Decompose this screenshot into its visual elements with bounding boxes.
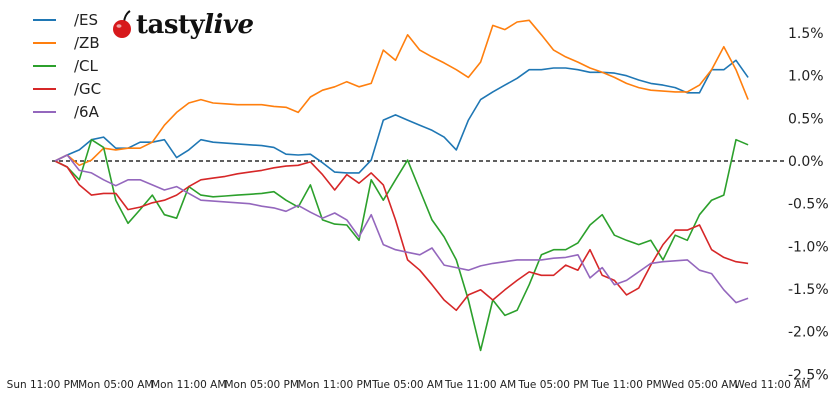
legend: /ES /ZB /CL /GC /6A [33, 8, 101, 123]
series-line-cl [54, 138, 749, 352]
series-line-es [54, 59, 749, 174]
y-tick-label: 0.0% [788, 154, 824, 170]
legend-swatch [33, 41, 56, 44]
series-line-6a [54, 154, 749, 304]
x-tick-label: Wed 11:00 AM [734, 379, 810, 391]
x-tick-label: Mon 05:00 AM [78, 379, 153, 391]
legend-swatch [33, 110, 56, 113]
series-line-zb [54, 19, 749, 167]
y-axis-ticks: 1.5% 1.0% 0.5% 0.0% -0.5% -1.0% -1.5% -2.0% -2.5… [788, 26, 829, 383]
y-tick-label: -0.5% [788, 197, 829, 213]
legend-swatch [33, 87, 56, 90]
x-tick-label: Mon 11:00 AM [151, 379, 226, 391]
tastylive-logo: tastylive [110, 10, 254, 40]
x-tick-label: Mon 11:00 PM [297, 379, 371, 391]
legend-label: /ES [74, 10, 99, 29]
x-tick-label: Tue 11:00 AM [444, 379, 516, 391]
legend-item-gc: /GC [33, 77, 101, 100]
x-tick-label: Mon 05:00 PM [224, 379, 298, 391]
series-layer [54, 19, 749, 352]
legend-label: /ZB [74, 33, 100, 52]
series-line-gc [54, 160, 749, 312]
legend-label: /GC [74, 79, 102, 98]
x-tick-label: Wed 05:00 AM [661, 379, 737, 391]
x-tick-label: Sun 11:00 PM [7, 379, 79, 391]
x-tick-label: Tue 05:00 PM [517, 379, 588, 391]
legend-swatch [33, 18, 56, 21]
y-tick-label: 0.5% [788, 111, 824, 127]
y-tick-label: -1.5% [788, 282, 829, 298]
legend-label: /6A [74, 102, 99, 121]
legend-item-cl: /CL [33, 54, 101, 77]
x-tick-label: Tue 11:00 PM [590, 379, 661, 391]
legend-item-es: /ES [33, 8, 101, 31]
y-tick-label: -2.5% [788, 367, 829, 383]
logo-text: tastylive [136, 10, 254, 40]
x-tick-label: Tue 05:00 AM [371, 379, 443, 391]
y-tick-label: 1.0% [788, 69, 824, 85]
cherry-icon [113, 10, 131, 38]
y-tick-label: -1.0% [788, 239, 829, 255]
legend-label: /CL [74, 56, 98, 75]
y-tick-label: -2.0% [788, 325, 829, 341]
legend-item-6a: /6A [33, 100, 101, 123]
legend-item-zb: /ZB [33, 31, 101, 54]
y-tick-label: 1.5% [788, 26, 824, 42]
legend-swatch [33, 64, 56, 67]
